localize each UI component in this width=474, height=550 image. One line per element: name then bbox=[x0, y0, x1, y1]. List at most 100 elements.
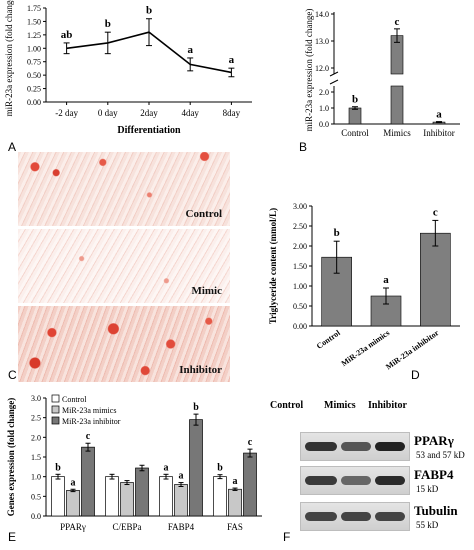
y-tick-label: 1.5 bbox=[31, 453, 41, 462]
wb-kd-fabp4: 15 kD bbox=[416, 484, 439, 494]
significance-letter: a bbox=[71, 477, 76, 488]
significance-letter: c bbox=[248, 437, 253, 448]
y-axis-title: Genes expression (fold change) bbox=[6, 398, 16, 517]
x-tick-label: MiR-23a mimics bbox=[340, 328, 392, 368]
panel-label-a: A bbox=[8, 140, 17, 154]
legend-label: MiR-23a mimics bbox=[62, 406, 116, 415]
staining-panel: Control Mimic Inhibitor bbox=[18, 152, 230, 382]
bar bbox=[159, 476, 173, 517]
wb-band bbox=[305, 512, 337, 521]
y-tick-label: 1.50 bbox=[293, 262, 307, 271]
bar bbox=[66, 490, 80, 517]
significance-letter: a bbox=[436, 109, 442, 121]
panel-label-c: C bbox=[8, 368, 17, 382]
x-tick-label: 0 day bbox=[98, 108, 118, 118]
significance-letter: b bbox=[105, 18, 111, 30]
wb-band-row-tubulin bbox=[300, 502, 410, 531]
staining-label-control: Control bbox=[185, 208, 222, 220]
wb-band bbox=[305, 442, 337, 451]
y-tick-label: 0.5 bbox=[31, 492, 41, 501]
wb-band bbox=[305, 476, 337, 485]
legend-swatch bbox=[51, 405, 60, 414]
y-tick-label: 0.75 bbox=[27, 58, 41, 67]
y-tick-label: 1.75 bbox=[27, 4, 41, 13]
y-tick-label: 0.00 bbox=[27, 98, 41, 107]
y-tick-label: 0.0 bbox=[319, 120, 329, 129]
wb-band bbox=[375, 512, 405, 521]
legend-label: Control bbox=[62, 395, 87, 404]
significance-letter: a bbox=[383, 274, 389, 286]
staining-label-mimic: Mimic bbox=[191, 285, 222, 297]
wb-protein-fabp4: FABP4 bbox=[414, 467, 454, 482]
panel-label-e: E bbox=[8, 530, 17, 544]
y-tick-label: 0.50 bbox=[293, 302, 307, 311]
chart-b-mir23a-bar: 12.0 13.0 14.0 0.0 1.0 2.0 b Control c Mimics a Inh… bbox=[304, 9, 460, 138]
y-axis-title: Triglyceride content (mmol/L) bbox=[268, 208, 278, 324]
wb-band bbox=[341, 476, 371, 485]
wb-protein-tubulin: Tubulin bbox=[414, 503, 458, 518]
significance-letter: b bbox=[352, 94, 358, 106]
significance-letter: b bbox=[217, 463, 223, 474]
panel-label-d: D bbox=[411, 368, 420, 382]
bar bbox=[120, 482, 134, 517]
x-tick-label: 4day bbox=[181, 108, 199, 118]
staining-image-control: Control bbox=[18, 152, 230, 226]
axis-break-mark bbox=[329, 71, 339, 77]
x-tick-label: Control bbox=[315, 328, 343, 351]
significance-letter: c bbox=[433, 206, 438, 218]
wb-band bbox=[341, 512, 371, 521]
significance-letter: c bbox=[86, 431, 91, 442]
bar bbox=[135, 467, 149, 517]
significance-letter: a bbox=[233, 476, 238, 487]
significance-letter: b bbox=[334, 227, 340, 239]
y-tick-label: 14.0 bbox=[315, 10, 329, 19]
y-tick-label: 3.0 bbox=[31, 394, 41, 403]
bar bbox=[243, 452, 257, 517]
wb-kd-ppargamma: 53 and 57 kD bbox=[416, 450, 465, 460]
bar bbox=[213, 476, 227, 517]
y-tick-label: 0.25 bbox=[27, 85, 41, 94]
x-axis-title: Differentiation bbox=[117, 125, 181, 136]
x-tick-label: Mimics bbox=[383, 128, 411, 138]
significance-letter: a bbox=[229, 54, 235, 66]
wb-column-inhibitor: Inhibitor bbox=[368, 400, 407, 411]
x-tick-label: FABP4 bbox=[168, 522, 195, 532]
x-tick-label: Control bbox=[341, 128, 369, 138]
y-tick-label: 3.00 bbox=[293, 202, 307, 211]
y-tick-label: 2.50 bbox=[293, 222, 307, 231]
bar bbox=[51, 476, 65, 517]
wb-band bbox=[341, 442, 371, 451]
x-tick-label: FAS bbox=[227, 522, 243, 532]
y-tick-label: 0.50 bbox=[27, 71, 41, 80]
y-tick-label: 1.00 bbox=[293, 282, 307, 291]
wb-column-mimics: Mimics bbox=[324, 400, 356, 411]
y-tick-label: 0.00 bbox=[293, 322, 307, 331]
wb-band-row-ppargamma bbox=[300, 432, 410, 461]
significance-letter: c bbox=[395, 16, 400, 28]
panel-label-b: B bbox=[299, 140, 308, 154]
x-tick-label: 2day bbox=[140, 108, 158, 118]
axis-break-mark bbox=[329, 79, 339, 85]
significance-letter: b bbox=[146, 5, 152, 17]
y-tick-label: 2.0 bbox=[319, 88, 329, 97]
y-tick-label: 12.0 bbox=[315, 64, 329, 73]
significance-letter: b bbox=[55, 462, 61, 473]
wb-band bbox=[375, 442, 405, 451]
legend-label: MiR-23a inhibitor bbox=[62, 417, 121, 426]
y-tick-label: 0.0 bbox=[31, 512, 41, 521]
bar bbox=[174, 484, 188, 517]
y-tick-label: 1.0 bbox=[319, 104, 329, 113]
legend-swatch bbox=[51, 394, 60, 403]
y-tick-label: 1.25 bbox=[27, 31, 41, 40]
wb-protein-ppargamma: PPARγ bbox=[414, 433, 454, 448]
x-tick-label: C/EBPa bbox=[112, 522, 141, 532]
wb-band-row-fabp4 bbox=[300, 466, 410, 495]
staining-image-inhibitor: Inhibitor bbox=[18, 306, 230, 382]
bar bbox=[420, 232, 451, 327]
significance-letter: a bbox=[164, 462, 169, 473]
y-tick-label: 2.00 bbox=[293, 242, 307, 251]
y-tick-label: 1.00 bbox=[27, 44, 41, 53]
staining-label-inhibitor: Inhibitor bbox=[179, 364, 222, 376]
wb-column-control: Control bbox=[270, 400, 304, 411]
